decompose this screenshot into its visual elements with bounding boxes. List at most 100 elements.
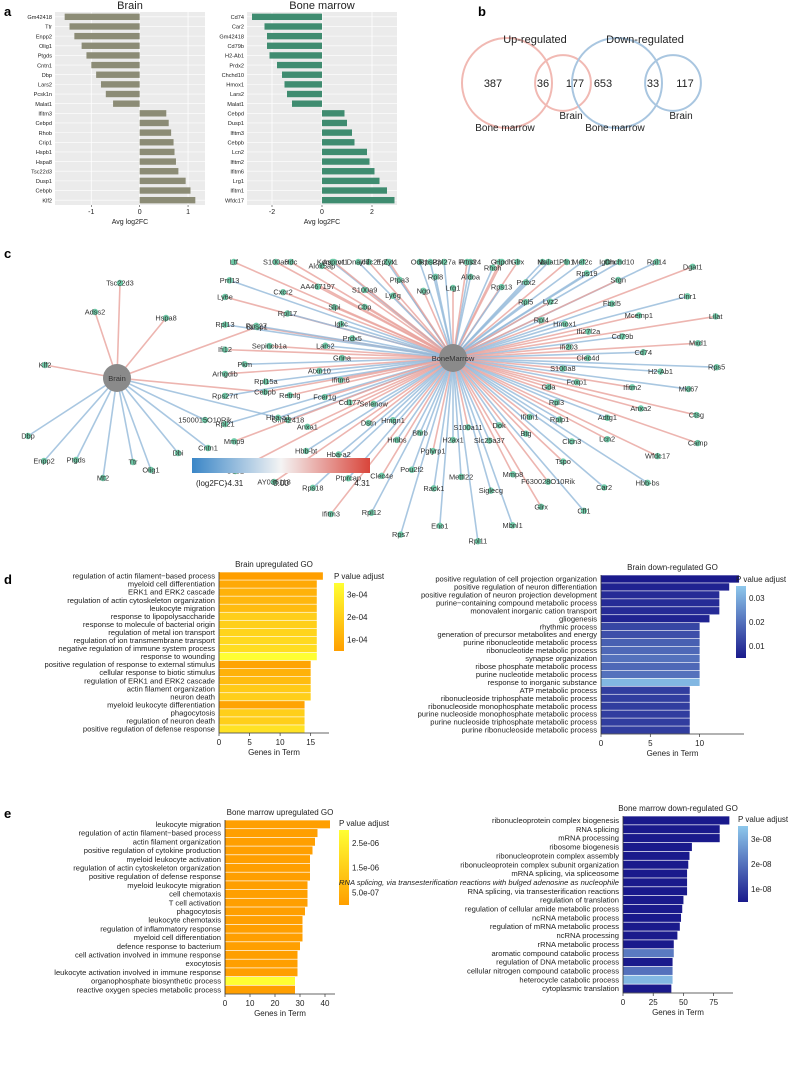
go-bar	[623, 949, 674, 958]
network-node-label: Mmp8	[503, 470, 524, 479]
network-node	[386, 258, 393, 266]
go-bar	[601, 630, 700, 639]
x-axis-label: Genes in Term	[248, 748, 300, 757]
network-node-label: Rack1	[423, 484, 444, 493]
go-bar	[225, 846, 313, 855]
network-node	[287, 258, 295, 266]
y-tick-label: Malat1	[227, 102, 244, 108]
network-node	[496, 258, 503, 266]
bar-Ptgds	[86, 52, 140, 59]
network-node	[427, 258, 434, 266]
network-node-label: Prdx2	[516, 278, 535, 287]
network-node-label: Mef2c	[572, 258, 592, 267]
network-node-label: F630028O10Rik	[521, 477, 575, 486]
venn-circle-bone-marrow	[571, 37, 663, 129]
go-term-label: purine−containing compound metabolic pro…	[436, 598, 597, 607]
network-node	[474, 538, 482, 545]
network-edge	[289, 357, 454, 397]
y-tick-label: Lcn2	[232, 150, 244, 156]
y-tick-label: Lrg1	[233, 179, 244, 185]
network-node-label: 1500015O10Rik	[178, 416, 232, 425]
network-node	[547, 298, 554, 305]
network-node-label: Klf2	[39, 361, 52, 370]
network-node	[432, 273, 439, 281]
go-term-label: neuron death	[170, 692, 215, 701]
bar-Cebpb	[139, 187, 191, 194]
network-node	[694, 439, 701, 447]
network-edge	[452, 286, 503, 359]
network-node	[498, 283, 505, 291]
go-term-label: T cell activation	[169, 898, 221, 907]
go-term-label: ribose phosphate metabolic process	[475, 662, 597, 671]
go-term-label: mRNA splicing, via spliceosome	[511, 869, 619, 878]
pvalue-colorbar	[339, 830, 349, 905]
network-node	[556, 416, 563, 423]
bar-Hmox1	[284, 81, 322, 88]
go-term-label: ribonucleoprotein complex assembly	[496, 851, 619, 860]
fc-legend-tick: 4.31	[354, 479, 370, 488]
go-bar	[601, 694, 690, 702]
network-node-label: Atxn10	[308, 366, 331, 375]
go-bar	[623, 966, 673, 975]
network-node	[463, 258, 471, 266]
bar-Cebpb	[322, 139, 355, 146]
go-bar	[219, 725, 305, 733]
network-node	[365, 419, 372, 427]
go-bar	[601, 607, 720, 615]
venn-set-label: Brain	[559, 111, 582, 122]
x-tick-label: 25	[649, 998, 658, 1007]
network-node	[361, 303, 368, 311]
network-node-label: Lilat	[709, 312, 723, 321]
pvalue-legend-tick: 2e-08	[751, 860, 772, 869]
go-term-label: regulation of inflammatory response	[100, 924, 221, 933]
network-node	[449, 436, 457, 444]
go-term-label: regulation of ERK1 and ERK2 cascade	[84, 676, 215, 685]
network-node-label: Asprv1	[322, 258, 345, 267]
fc-legend-tick: 0.00	[273, 479, 289, 488]
network-edge	[370, 357, 454, 514]
bar-Cntn1	[91, 61, 140, 69]
network-node	[330, 258, 338, 266]
network-node-label: Srgn	[610, 275, 626, 284]
network-edge	[452, 357, 573, 443]
go-term-label: purine ribonucleoside metabolic process	[462, 726, 598, 735]
go-bar	[225, 985, 295, 994]
network-node	[689, 263, 696, 270]
go-bar	[225, 837, 315, 846]
network-edge	[287, 312, 454, 359]
chart-title: Brain	[117, 0, 143, 12]
network-node	[619, 333, 626, 340]
network-node-label: Hp	[495, 258, 504, 267]
network-node	[221, 420, 229, 428]
network-node-label: Hdc	[284, 258, 297, 267]
network-node-label: Hspa8	[155, 314, 176, 323]
network-edge	[452, 357, 605, 489]
go-bar	[623, 975, 673, 984]
network-node-label: Rpl12	[362, 508, 381, 517]
network-node	[538, 316, 545, 324]
go-bar	[219, 636, 317, 645]
network-node	[91, 308, 99, 316]
go-bar	[623, 940, 674, 949]
network-node	[241, 361, 248, 368]
y-tick-label: Gm42418	[27, 15, 52, 21]
go-bar	[601, 654, 700, 663]
network-edge	[452, 357, 648, 484]
network-node	[628, 384, 636, 391]
network-edge	[452, 357, 577, 384]
y-tick-label: Rhob	[39, 131, 52, 137]
network-node	[522, 279, 530, 286]
network-node	[559, 458, 567, 465]
x-tick-label: 0	[599, 739, 604, 748]
bar-Dusp1	[322, 119, 347, 127]
go-term-label: cell chemotaxis	[169, 890, 221, 899]
network-node-label: Lars2	[316, 341, 335, 350]
network-node	[302, 447, 310, 455]
y-tick-label: Pcsk1n	[34, 92, 52, 98]
go-term-label: heterocycle catabolic process	[519, 975, 619, 984]
network-node-label: Ifitm6	[332, 375, 350, 384]
network-node-label: Ptprcap	[336, 474, 361, 483]
network-node-label: Ly6e	[217, 292, 233, 301]
network-node-label: Aldoa	[461, 272, 481, 281]
